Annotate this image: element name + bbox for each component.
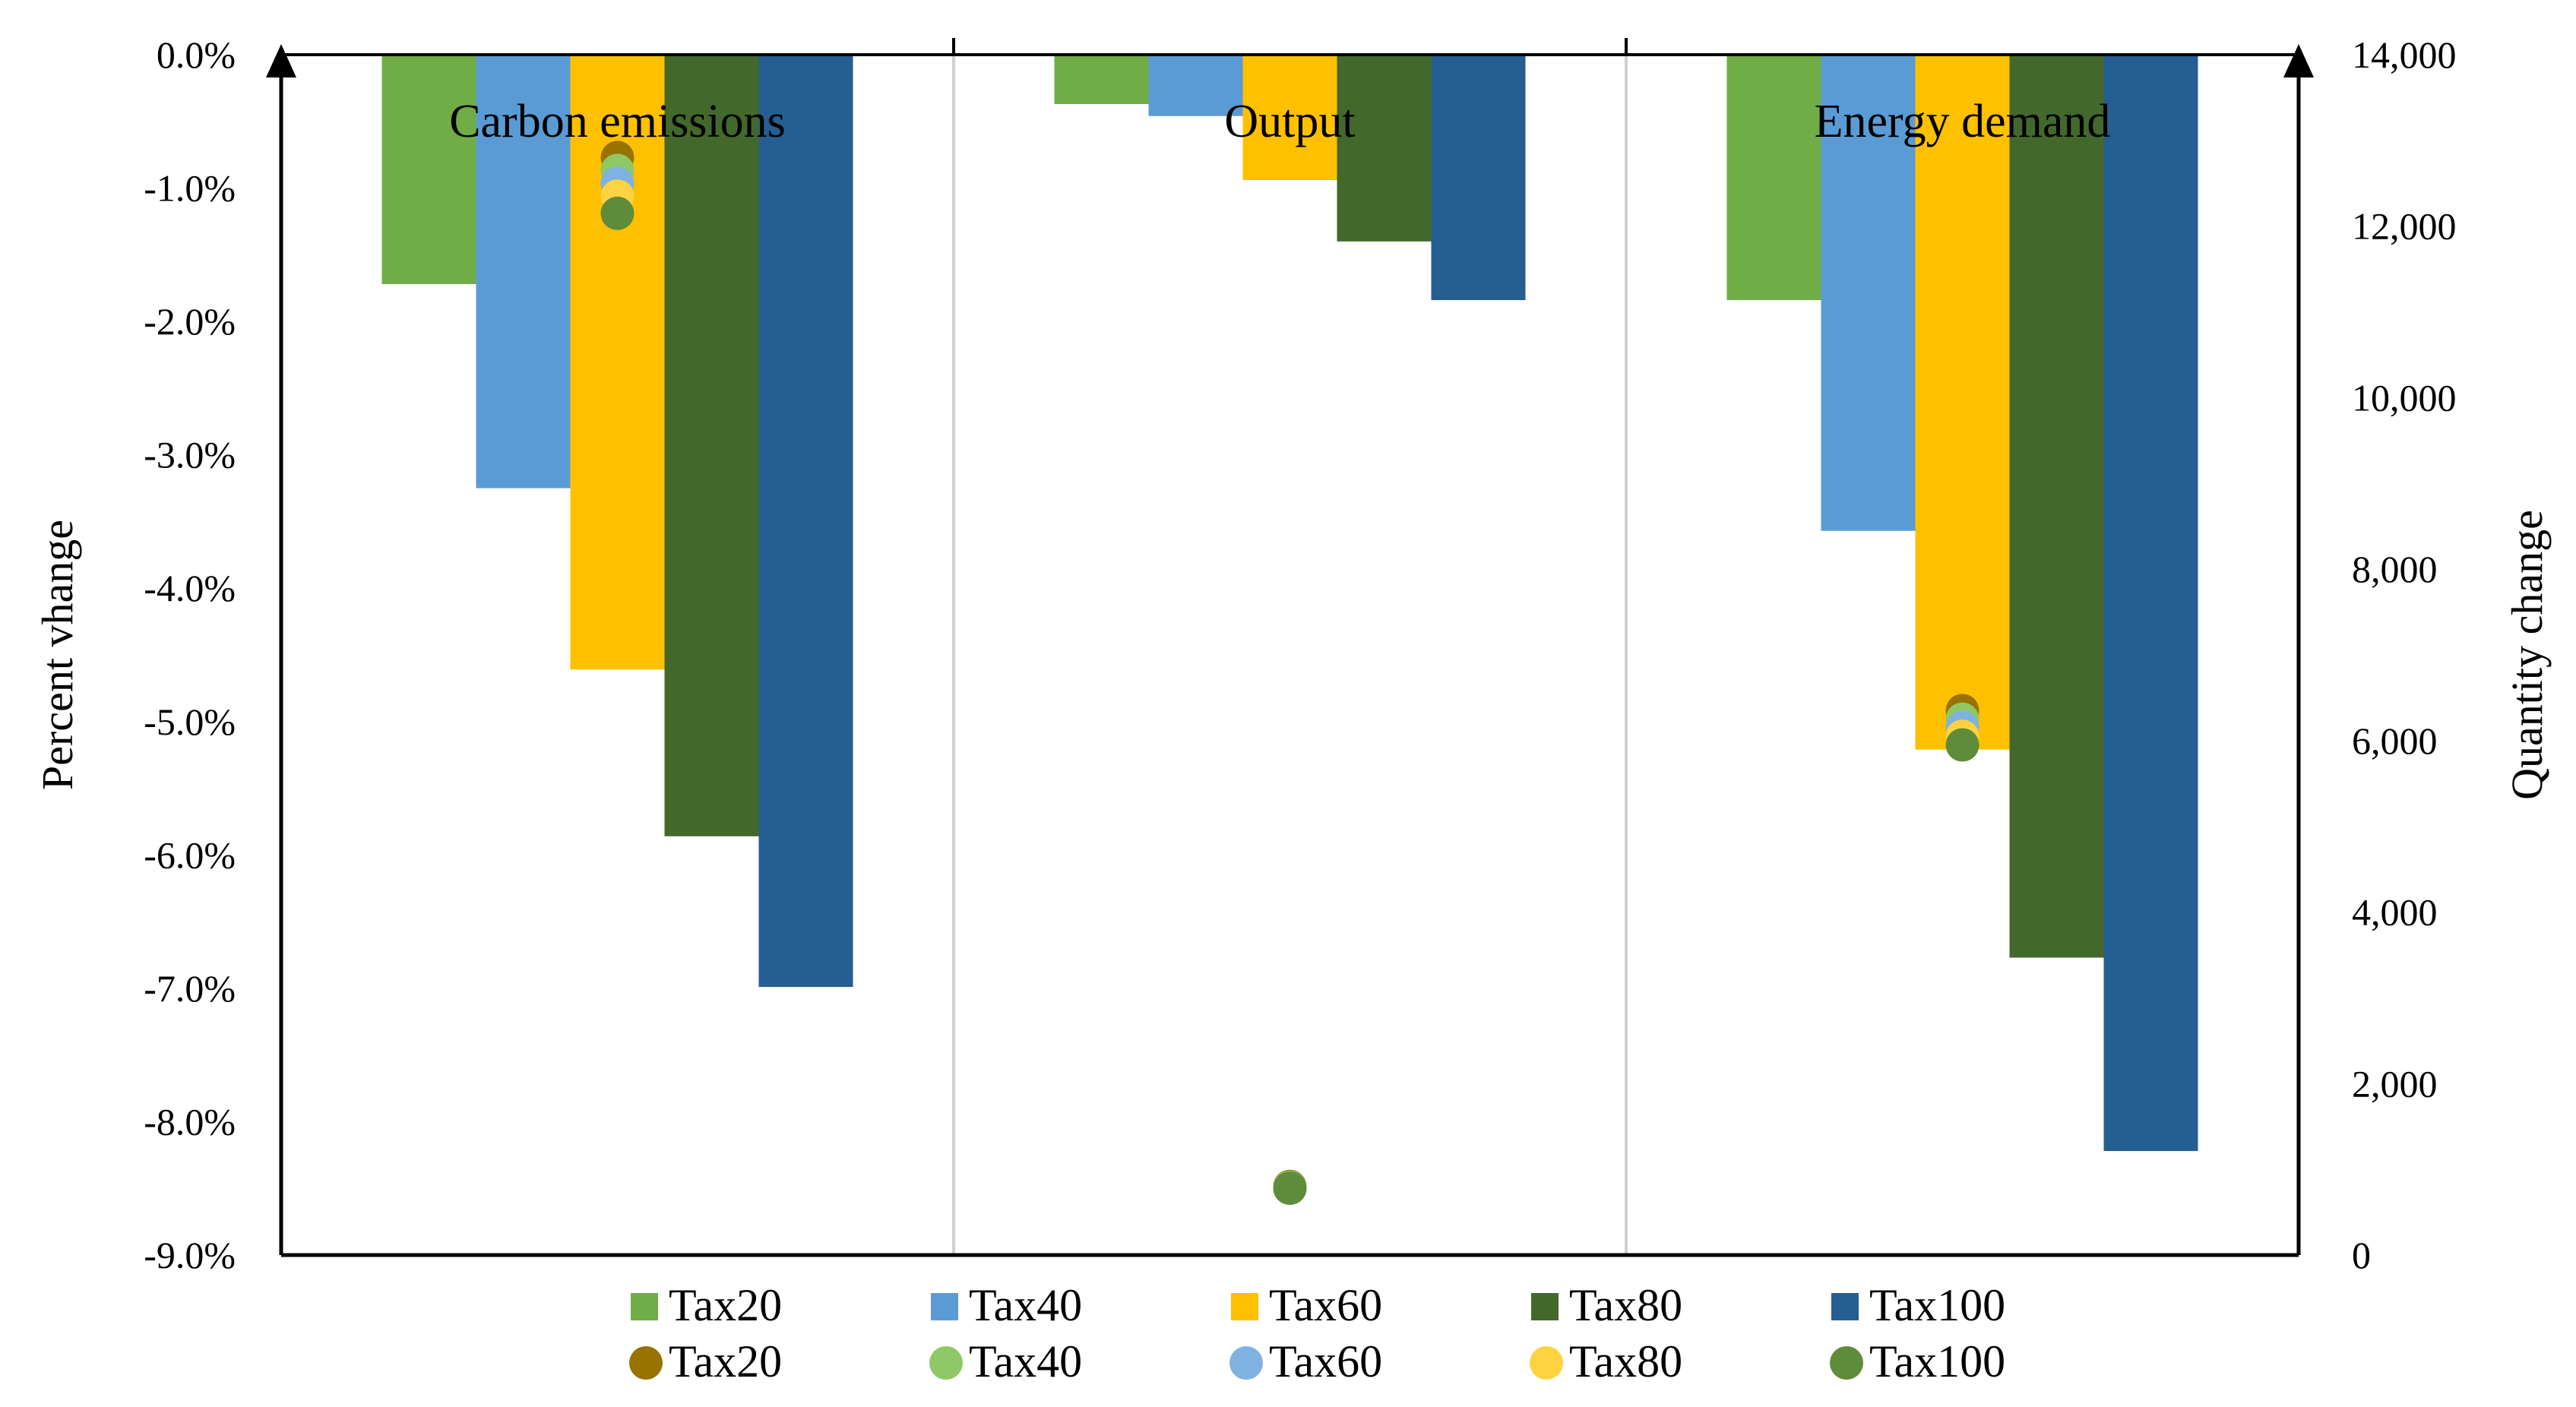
y2-axis-title: Quantity change <box>2502 510 2552 800</box>
point-tax100-carbon-emissions <box>600 196 635 230</box>
bar-tax20-output <box>1054 55 1149 104</box>
tick-labels: 0.0% -1.0% -2.0% -3.0% -4.0% -5.0% -6.0% -7.0% -… <box>144 33 2456 1276</box>
bar-tax20-carbon-emissions <box>381 55 476 284</box>
legend-label-point-tax80: Tax80 <box>1569 1336 1682 1386</box>
legend-label-point-tax20: Tax20 <box>669 1336 782 1386</box>
legend-label-bar-tax40: Tax40 <box>969 1280 1082 1330</box>
point-tax100-energy-demand <box>1945 728 1979 762</box>
y2-tick-label: 2,000 <box>2352 1062 2438 1105</box>
bar-tax40-energy-demand <box>1821 55 1916 531</box>
legend-swatch-point-tax20 <box>629 1346 663 1380</box>
legend-swatch-point-tax80 <box>1530 1346 1563 1380</box>
legend-label-bar-tax60: Tax60 <box>1269 1280 1382 1330</box>
y-tick-label: -6.0% <box>144 833 236 876</box>
y2-tick-label: 4,000 <box>2352 891 2438 934</box>
scatter-points <box>600 141 1979 1205</box>
legend-swatch-point-tax60 <box>1229 1346 1263 1380</box>
legend-label-point-tax60: Tax60 <box>1269 1336 1382 1386</box>
y2-tick-label: 8,000 <box>2352 548 2438 590</box>
legend-label-point-tax40: Tax40 <box>969 1336 1082 1386</box>
bar-tax100-carbon-emissions <box>758 55 853 988</box>
category-separators <box>952 55 1628 1255</box>
bar-tax60-output <box>1242 55 1337 181</box>
y-tick-label: -3.0% <box>144 434 236 476</box>
y-tick-label: -5.0% <box>144 700 236 743</box>
legend: Tax20 Tax40 Tax60 Tax80 Tax100 Tax20 Tax40 Tax6… <box>629 1280 2005 1386</box>
y-tick-label: -2.0% <box>144 300 236 343</box>
category-label-carbon-emissions: Carbon emissions <box>449 96 786 147</box>
category-label-energy-demand: Energy demand <box>1815 96 2111 147</box>
y-tick-label: -7.0% <box>144 967 236 1010</box>
category-labels: Carbon emissions Output Energy demand <box>449 96 2110 147</box>
legend-swatch-bar-tax40 <box>931 1293 958 1320</box>
y2-tick-label: 6,000 <box>2352 719 2438 762</box>
y-axis-arrow-icon <box>266 44 296 77</box>
y2-tick-label: 0 <box>2352 1234 2371 1276</box>
legend-swatch-bar-tax100 <box>1831 1293 1859 1320</box>
legend-label-bar-tax100: Tax100 <box>1869 1280 2005 1330</box>
y-axis-title: Percent vhange <box>33 520 82 790</box>
y2-axis-arrow-icon <box>2283 44 2314 77</box>
bar-tax80-output <box>1337 55 1432 242</box>
bar-tax100-output <box>1431 55 1526 301</box>
bar-tax20-energy-demand <box>1726 55 1821 301</box>
legend-swatch-point-tax100 <box>1830 1346 1863 1380</box>
bar-tax100-energy-demand <box>2103 55 2198 1152</box>
y2-tick-label: 14,000 <box>2352 33 2457 76</box>
legend-swatch-point-tax40 <box>929 1346 963 1380</box>
y2-tick-label: 12,000 <box>2352 205 2457 248</box>
y2-tick-label: 10,000 <box>2352 376 2457 419</box>
y-tick-label: -4.0% <box>144 567 236 609</box>
bars <box>381 55 2198 1152</box>
legend-swatch-bar-tax20 <box>631 1293 658 1320</box>
y-tick-label: -9.0% <box>144 1234 236 1276</box>
axes <box>266 38 2314 1257</box>
legend-label-point-tax100: Tax100 <box>1869 1336 2005 1386</box>
category-label-output: Output <box>1224 96 1355 147</box>
legend-label-bar-tax20: Tax20 <box>669 1280 782 1330</box>
bar-tax40-output <box>1148 55 1243 116</box>
y-tick-label: -8.0% <box>144 1100 236 1143</box>
legend-swatch-bar-tax80 <box>1531 1293 1559 1320</box>
bar-tax80-energy-demand <box>2009 55 2104 958</box>
legend-label-bar-tax80: Tax80 <box>1569 1280 1682 1330</box>
bar-tax60-energy-demand <box>1915 55 2010 750</box>
point-tax100-output <box>1273 1171 1307 1205</box>
y-tick-label: 0.0% <box>157 33 236 76</box>
bar-tax80-carbon-emissions <box>664 55 759 836</box>
y-tick-label: -1.0% <box>144 167 236 210</box>
bar-tax40-carbon-emissions <box>476 55 571 488</box>
legend-swatch-bar-tax60 <box>1231 1293 1258 1320</box>
